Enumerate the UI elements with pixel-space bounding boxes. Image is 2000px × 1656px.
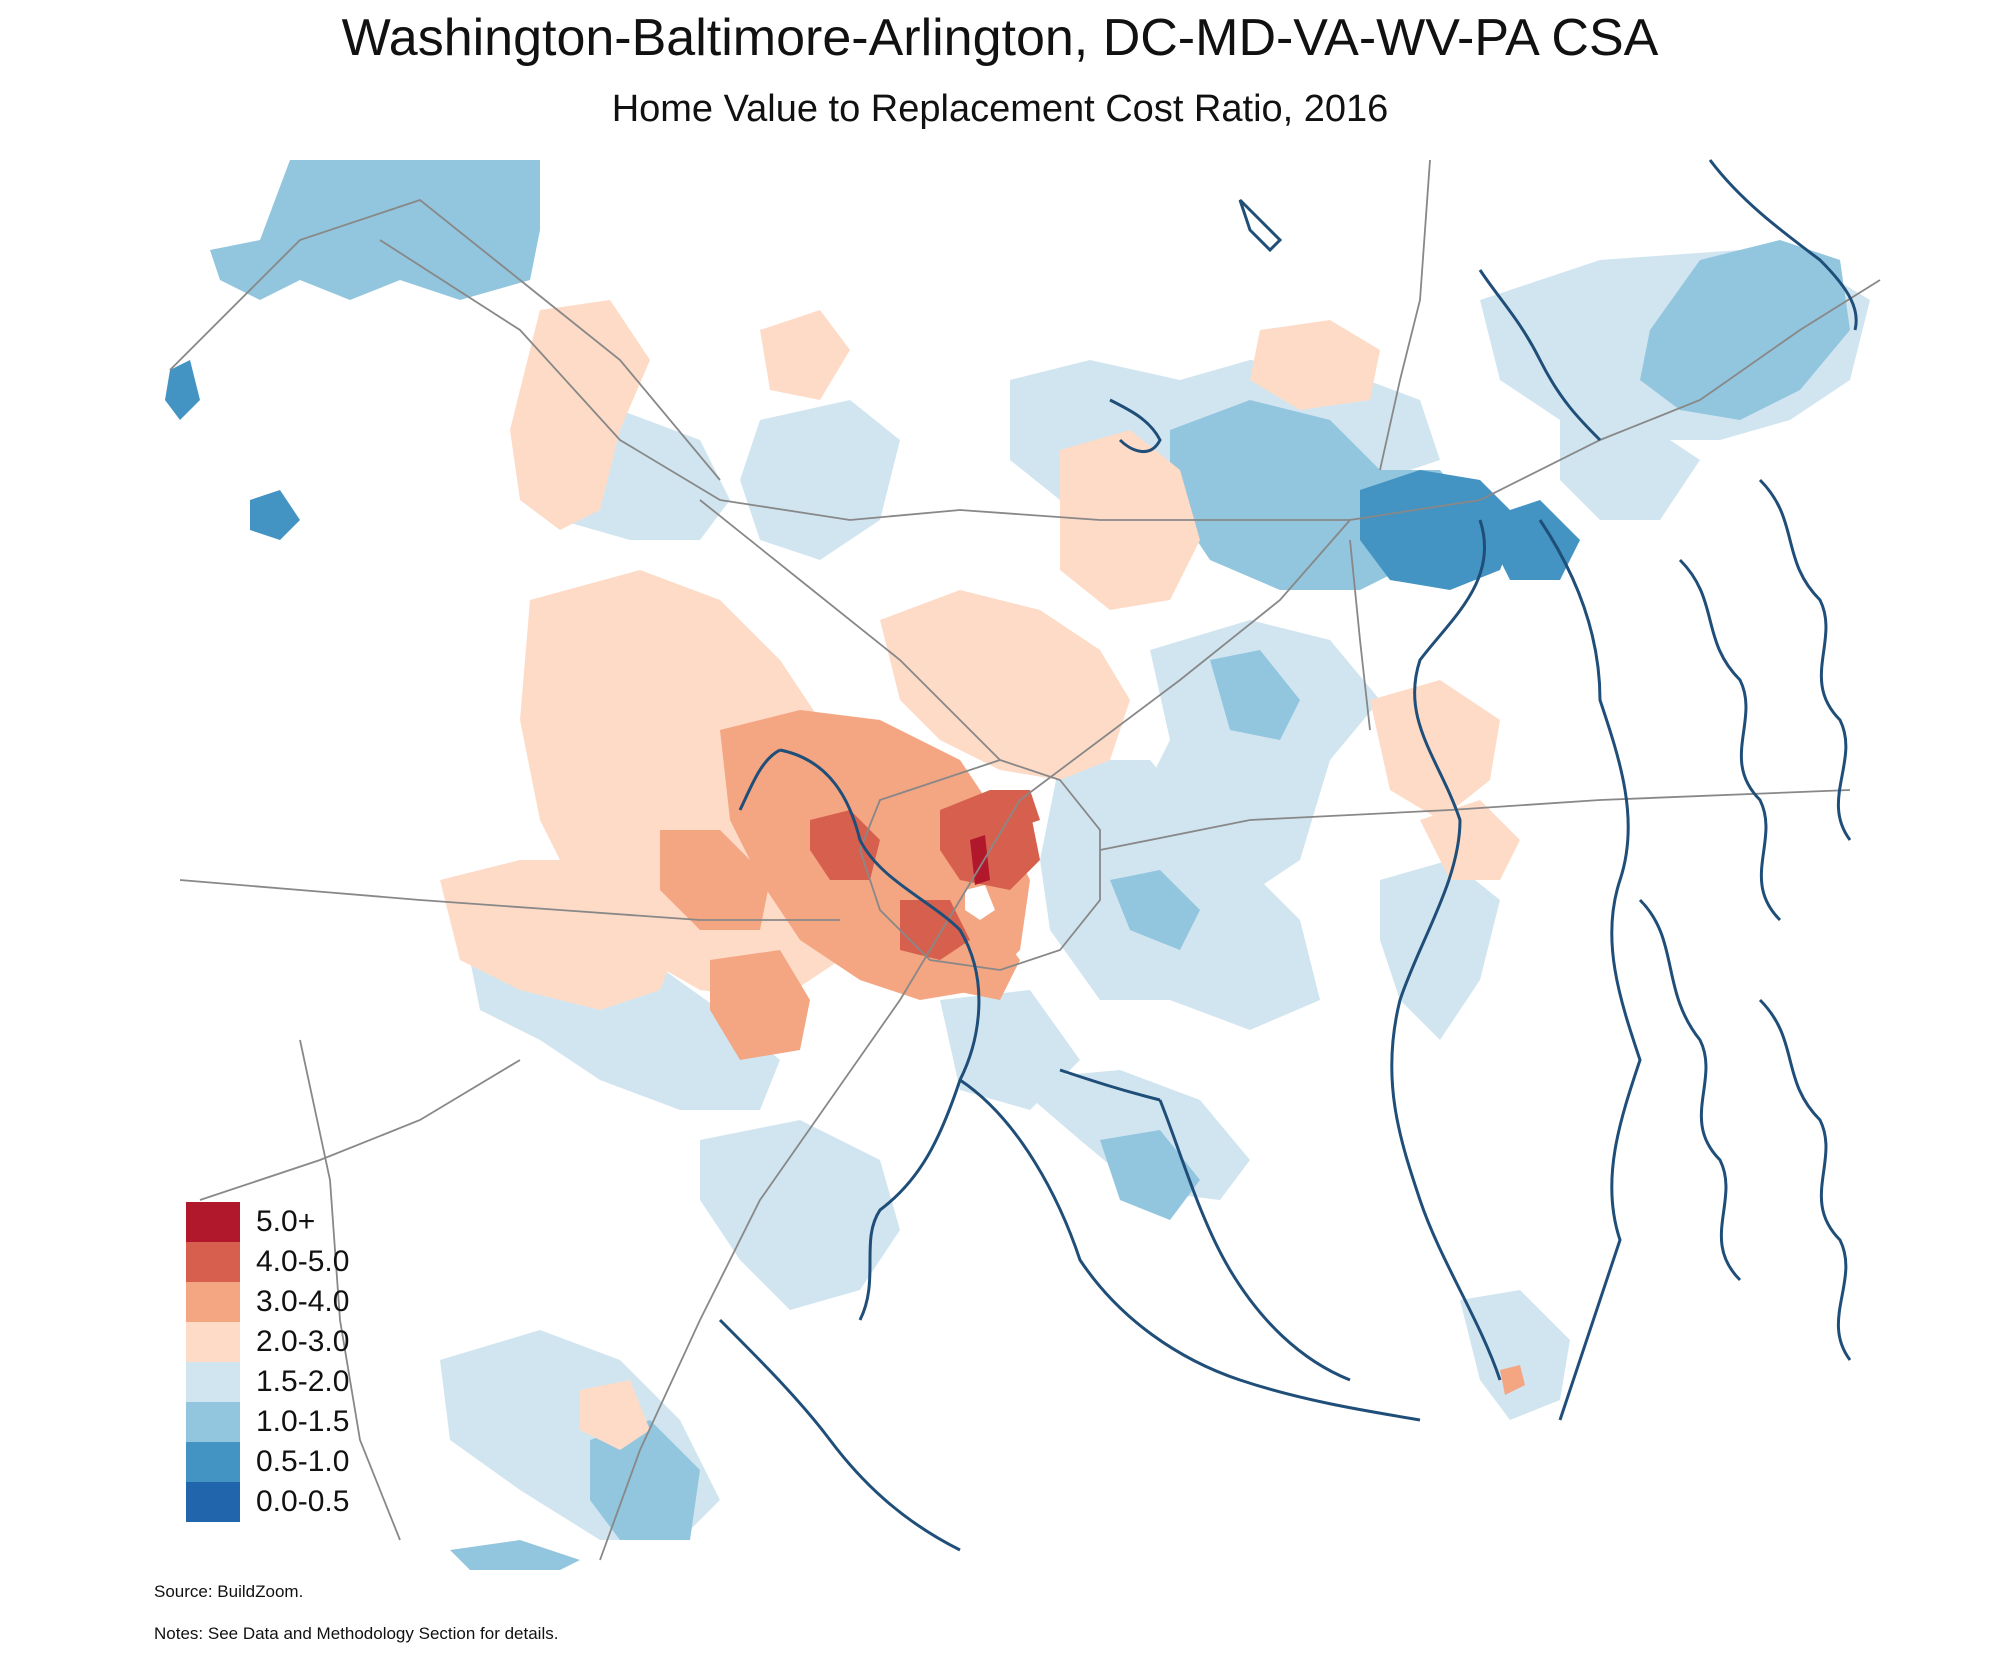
methodology-note: Notes: See Data and Methodology Section … — [154, 1624, 559, 1643]
legend-item: 2.0-3.0 — [186, 1322, 349, 1362]
legend-swatch — [186, 1242, 240, 1282]
region-dc-core — [970, 835, 990, 885]
legend-label: 1.5-2.0 — [256, 1365, 350, 1398]
region-prince-william — [710, 950, 810, 1060]
region-loudoun-east — [660, 830, 770, 930]
legend-swatch — [186, 1402, 240, 1442]
map-subtitle: Home Value to Replacement Cost Ratio, 20… — [611, 88, 1389, 130]
legend-label: 3.0-4.0 — [256, 1285, 350, 1318]
region-gettysburg — [760, 310, 850, 400]
region-cumberland — [165, 360, 200, 420]
region-st-marys — [1460, 1290, 1570, 1420]
highway-i81 — [169, 198, 721, 481]
legend-label: 0.0-0.5 — [256, 1485, 350, 1518]
legend-item: 5.0+ — [186, 1202, 349, 1242]
region-winchester — [250, 490, 300, 540]
highway-i70 — [379, 239, 1350, 521]
river-rappahannock — [718, 1318, 961, 1552]
river-potomac — [779, 748, 981, 1321]
susquehanna — [1478, 269, 1602, 442]
legend: 5.0+ 4.0-5.0 3.0-4.0 2.0-3.0 1.5-2.0 1.0… — [186, 1202, 349, 1522]
region-montgomery-outer — [880, 590, 1130, 780]
chesapeake-west-shore — [1390, 519, 1502, 1381]
region-layer-5-0-plus — [970, 835, 990, 885]
highways — [169, 159, 1881, 1561]
river-potomac-lower — [959, 1078, 1421, 1422]
legend-swatch — [186, 1202, 240, 1242]
potomac-upper — [738, 748, 781, 811]
eastern-shore-creeks-3 — [1638, 898, 1742, 1282]
region-nw-hagerstown — [210, 160, 540, 300]
delaware-river — [1708, 159, 1858, 331]
legend-item: 1.5-2.0 — [186, 1362, 349, 1402]
highway-us50 — [1099, 789, 1851, 851]
legend-swatch — [186, 1482, 240, 1522]
legend-swatch — [186, 1322, 240, 1362]
highway-us29 — [299, 1039, 401, 1541]
region-charles-md — [940, 990, 1080, 1110]
eastern-shore-creeks-1 — [1678, 558, 1782, 922]
highway-i83 — [1379, 159, 1431, 471]
chesapeake-east-shore — [1538, 519, 1642, 1421]
legend-item: 4.0-5.0 — [186, 1242, 349, 1282]
legend-label: 2.0-3.0 — [256, 1325, 350, 1358]
region-mclean — [810, 810, 880, 880]
region-layer-1-5-2-0 — [440, 250, 1870, 1540]
highway-i64 — [199, 1059, 521, 1201]
region-anne-arundel — [1370, 680, 1500, 820]
region-carroll — [1250, 320, 1380, 410]
region-fredericksburg-pink — [580, 1380, 650, 1450]
highway-i97 — [1349, 539, 1371, 731]
eastern-shore-creeks-2 — [1758, 478, 1852, 841]
region-waynesboro — [450, 1540, 580, 1570]
legend-item: 0.0-0.5 — [186, 1482, 349, 1522]
eastern-shore-creeks-4 — [1758, 998, 1852, 1361]
region-cecil — [1640, 240, 1850, 420]
legend-item: 3.0-4.0 — [186, 1282, 349, 1322]
reservoir-liberty — [1109, 398, 1162, 453]
legend-swatch — [186, 1362, 240, 1402]
region-layer-4-0-5-0 — [810, 790, 1040, 960]
highway-i66 — [179, 879, 840, 921]
region-harford — [1560, 420, 1700, 520]
legend-item: 0.5-1.0 — [186, 1442, 349, 1482]
map-title: Washington-Baltimore-Arlington, DC-MD-VA… — [341, 9, 1659, 67]
source-note: Source: BuildZoom. — [154, 1582, 304, 1601]
region-east-shore-pink — [1420, 800, 1520, 880]
legend-label: 1.0-1.5 — [256, 1405, 350, 1438]
legend-item: 1.0-1.5 — [186, 1402, 349, 1442]
patuxent-upper — [1059, 1068, 1161, 1102]
highway-i95-north — [1349, 279, 1881, 521]
region-tilghman — [1500, 1365, 1525, 1395]
dc-white-area — [965, 885, 995, 920]
region-pg-east — [1110, 870, 1200, 950]
legend-swatch — [186, 1442, 240, 1482]
region-east-shore — [1380, 860, 1500, 1040]
river-patuxent — [1158, 1099, 1351, 1382]
lake-loch-raven — [1238, 198, 1283, 253]
region-calvert — [1100, 1130, 1200, 1220]
legend-swatch — [186, 1282, 240, 1322]
region-arlington — [900, 900, 970, 960]
legend-label: 5.0+ — [256, 1205, 316, 1238]
highway-beltway — [859, 759, 1101, 971]
region-baltimore-east — [1480, 500, 1580, 580]
highway-i95-south — [599, 519, 1351, 1561]
legend-label: 4.0-5.0 — [256, 1245, 350, 1278]
water-lines — [718, 159, 1858, 1552]
legend-label: 0.5-1.0 — [256, 1445, 350, 1478]
region-south-va — [700, 1120, 900, 1310]
region-frederick — [740, 400, 900, 560]
highway-i270 — [699, 499, 1001, 761]
region-howard — [1210, 650, 1300, 740]
